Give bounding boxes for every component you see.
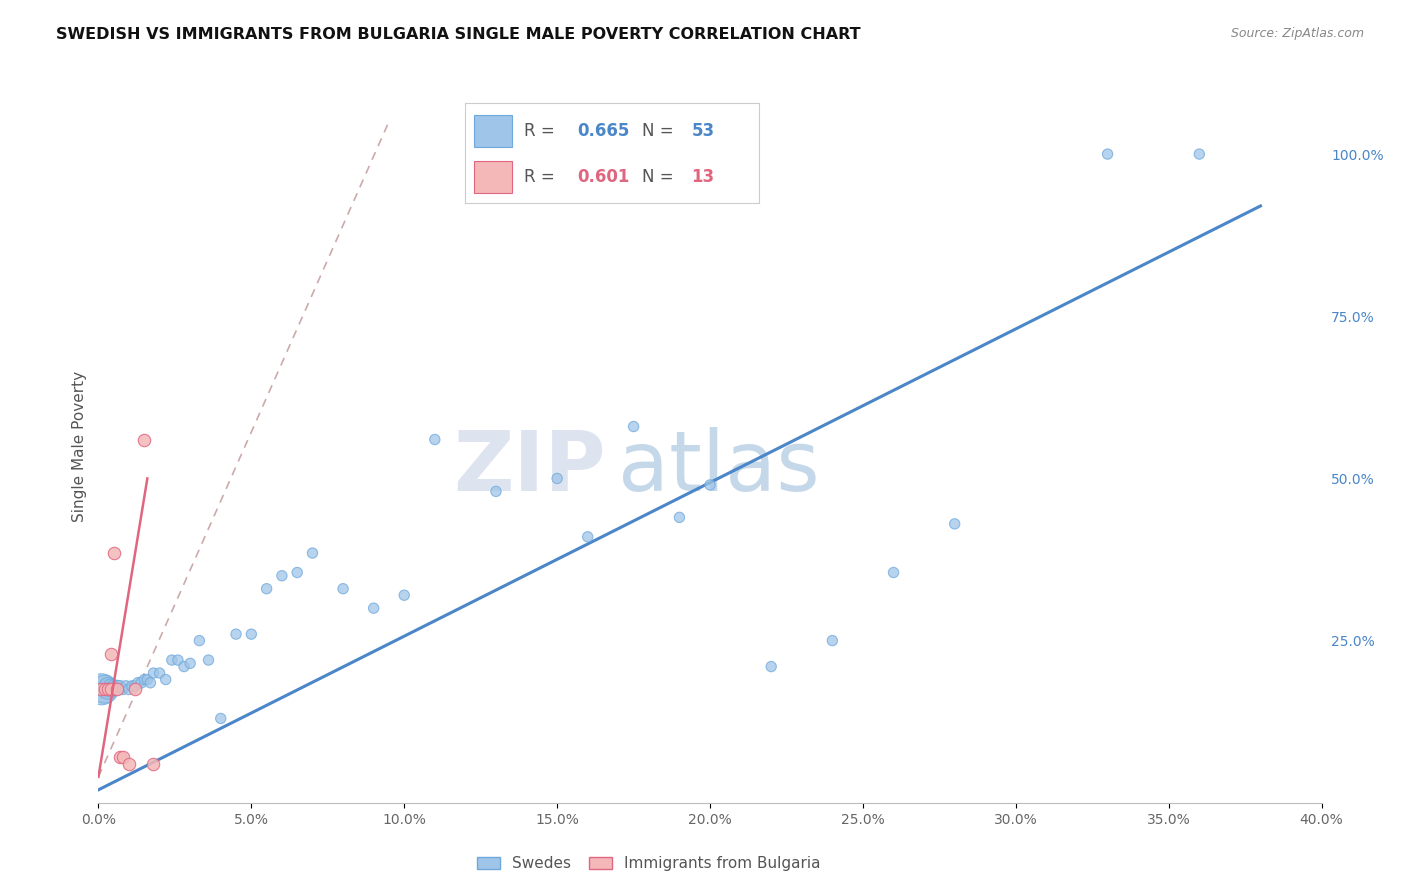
- Point: [943, 516, 966, 531]
- Point: [115, 679, 138, 693]
- Point: [118, 682, 141, 697]
- Point: [699, 478, 721, 492]
- Point: [142, 666, 165, 681]
- Point: [100, 647, 122, 661]
- Point: [240, 627, 263, 641]
- Point: [332, 582, 354, 596]
- Text: Source: ZipAtlas.com: Source: ZipAtlas.com: [1230, 27, 1364, 40]
- Point: [103, 546, 125, 560]
- Point: [759, 659, 782, 673]
- Point: [623, 419, 645, 434]
- Point: [301, 546, 323, 560]
- Point: [485, 484, 508, 499]
- Point: [90, 682, 112, 697]
- Point: [100, 682, 122, 697]
- Point: [173, 659, 195, 673]
- Point: [105, 682, 128, 697]
- Point: [129, 675, 152, 690]
- Point: [124, 682, 146, 697]
- Point: [103, 679, 125, 693]
- Point: [121, 679, 143, 693]
- Point: [209, 711, 232, 725]
- Point: [118, 756, 141, 771]
- Point: [97, 682, 120, 697]
- Point: [546, 471, 568, 485]
- Point: [108, 679, 131, 693]
- Point: [139, 675, 162, 690]
- Point: [576, 530, 599, 544]
- Point: [111, 682, 134, 697]
- Point: [883, 566, 905, 580]
- Point: [155, 673, 177, 687]
- Point: [1188, 147, 1211, 161]
- Point: [392, 588, 416, 602]
- Point: [167, 653, 190, 667]
- Point: [270, 568, 292, 582]
- Point: [160, 653, 183, 667]
- Point: [363, 601, 385, 615]
- Point: [285, 566, 308, 580]
- Point: [225, 627, 247, 641]
- Legend: Swedes, Immigrants from Bulgaria: Swedes, Immigrants from Bulgaria: [471, 850, 827, 877]
- Point: [134, 673, 156, 687]
- Text: atlas: atlas: [619, 427, 820, 508]
- Point: [93, 682, 115, 697]
- Point: [142, 756, 165, 771]
- Point: [103, 682, 125, 697]
- Point: [197, 653, 219, 667]
- Point: [97, 679, 120, 693]
- Point: [668, 510, 690, 524]
- Point: [124, 679, 146, 693]
- Point: [188, 633, 211, 648]
- Point: [149, 666, 172, 681]
- Point: [111, 750, 134, 764]
- Point: [97, 682, 120, 697]
- Text: ZIP: ZIP: [454, 427, 606, 508]
- Point: [105, 682, 128, 697]
- Point: [100, 679, 122, 693]
- Point: [1097, 147, 1119, 161]
- Point: [136, 673, 159, 687]
- Point: [105, 679, 128, 693]
- Point: [256, 582, 278, 596]
- Point: [90, 682, 112, 697]
- Y-axis label: Single Male Poverty: Single Male Poverty: [72, 370, 87, 522]
- Point: [179, 657, 201, 671]
- Point: [100, 682, 122, 697]
- Point: [134, 433, 156, 447]
- Point: [127, 675, 149, 690]
- Point: [108, 750, 131, 764]
- Point: [93, 682, 115, 697]
- Text: SWEDISH VS IMMIGRANTS FROM BULGARIA SINGLE MALE POVERTY CORRELATION CHART: SWEDISH VS IMMIGRANTS FROM BULGARIA SING…: [56, 27, 860, 42]
- Point: [821, 633, 844, 648]
- Point: [423, 433, 446, 447]
